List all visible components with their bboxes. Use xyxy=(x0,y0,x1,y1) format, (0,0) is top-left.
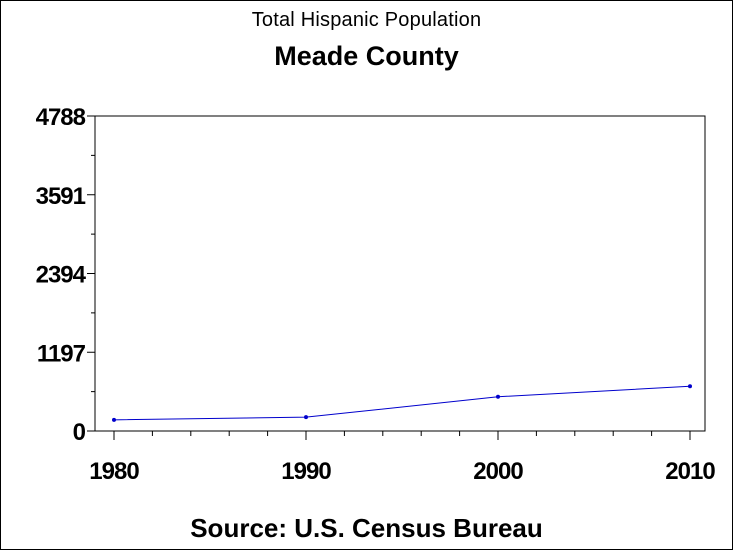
y-tick-label: 0 xyxy=(73,419,86,446)
plot-area-border xyxy=(94,115,706,432)
data-point xyxy=(688,384,692,389)
chart-title: Total Hispanic Population xyxy=(251,9,482,31)
y-tick-label: 3591 xyxy=(36,183,86,210)
x-tick-label: 1990 xyxy=(281,458,331,485)
data-point xyxy=(496,394,500,399)
source-note: Source: U.S. Census Bureau xyxy=(190,513,543,543)
x-tick-label: 2000 xyxy=(473,458,523,485)
data-point xyxy=(112,417,116,422)
y-tick-label: 1197 xyxy=(37,340,86,367)
x-tick-label: 2010 xyxy=(665,458,715,485)
y-tick-label: 2394 xyxy=(36,262,87,289)
series-line xyxy=(113,385,691,421)
data-point xyxy=(304,415,308,420)
y-tick-label: 4788 xyxy=(36,104,86,131)
chart-subtitle: Meade County xyxy=(274,41,459,71)
x-tick-label: 1980 xyxy=(89,458,139,485)
